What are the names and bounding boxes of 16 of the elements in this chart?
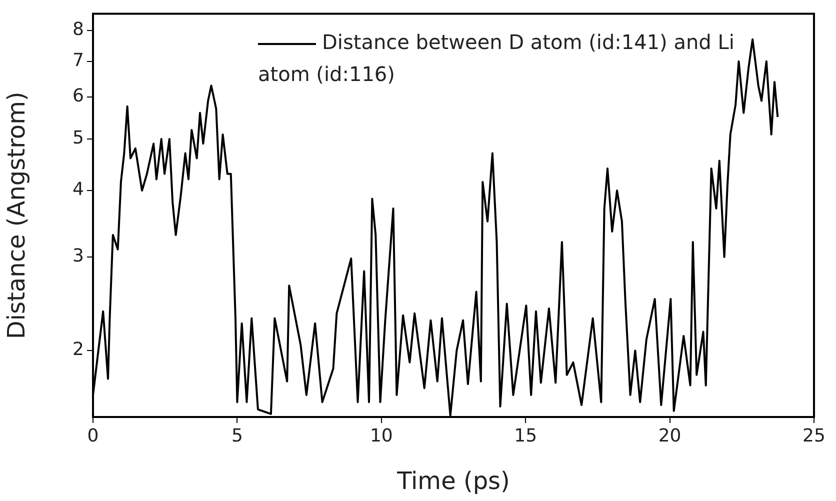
legend-label: Distance between D atom (id:141) and Li atom (id:116) <box>258 29 736 88</box>
y-tick-label: 7 <box>72 50 84 71</box>
x-tick-label: 15 <box>514 425 538 446</box>
x-tick-label: 10 <box>370 425 393 446</box>
y-axis-title: Distance (Angstrom) <box>2 92 31 340</box>
x-tick-label: 25 <box>802 425 826 446</box>
x-tick-label: 20 <box>658 425 682 446</box>
y-tick-label: 6 <box>72 86 84 107</box>
x-tick-label: 5 <box>231 425 243 446</box>
y-tick-label: 5 <box>72 128 84 149</box>
y-tick-label: 8 <box>72 19 84 40</box>
y-tick-label: 3 <box>72 246 84 267</box>
y-tick-label: 4 <box>72 179 84 200</box>
y-tick-label: 2 <box>72 339 84 360</box>
x-tick-label: 0 <box>87 425 99 446</box>
x-axis-title: Time (ps) <box>396 466 510 495</box>
